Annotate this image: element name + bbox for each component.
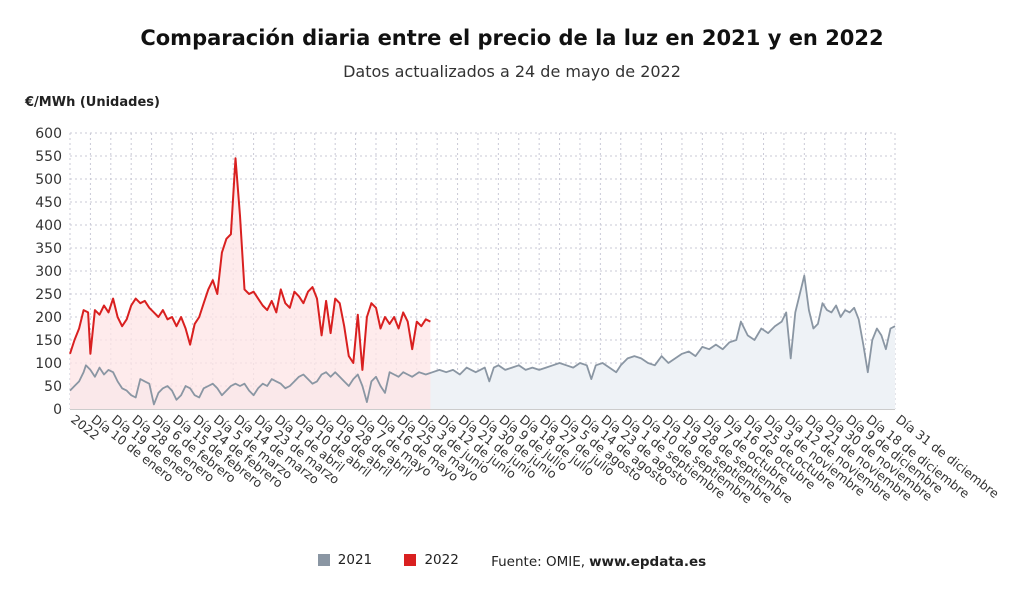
y-tick-label: 250 [35,287,62,303]
y-tick-label: 200 [35,310,62,326]
y-tick-label: 350 [35,241,62,257]
chart-subtitle: Datos actualizados a 24 de mayo de 2022 [343,62,681,81]
legend-item-2022: 2022 [404,552,459,568]
series-lines [69,157,896,406]
line-series-2022 [69,157,431,371]
y-tick-label: 600 [35,126,62,142]
y-axis-label: €/MWh (Unidades) [25,95,160,110]
chart-title: Comparación diaria entre el precio de la… [140,26,884,50]
line-series-2021 [69,274,896,406]
y-tick-label: 150 [35,333,62,349]
y-tick-label: 550 [35,149,62,165]
y-axis-ticks: 0 50 100 150 200 250 300 350 400 450 500 550 600 [35,126,62,418]
legend-label-2021: 2021 [337,552,373,568]
area-series-2022 [70,158,431,409]
y-tick-label: 400 [35,218,62,234]
legend-label-2022: 2022 [424,552,459,568]
legend-swatch-2021 [317,554,330,566]
legend-item-2021: 2021 [317,552,373,568]
series-areas [70,158,895,409]
y-tick-label: 50 [44,379,62,395]
y-tick-label: 100 [35,356,62,372]
legend-source: Fuente: OMIE, www.epdata.es [491,554,706,570]
area-series-2021 [70,275,895,409]
y-tick-label: 0 [53,402,62,418]
y-tick-label: 500 [35,172,62,188]
source-label: Fuente: OMIE, [491,554,586,570]
y-tick-label: 300 [35,264,62,280]
source-site: www.epdata.es [589,554,707,570]
chart-legend: 2021 2022 Fuente: OMIE, www.epdata.es [0,552,1024,570]
y-tick-label: 450 [35,195,62,211]
legend-swatch-2022 [404,554,417,566]
